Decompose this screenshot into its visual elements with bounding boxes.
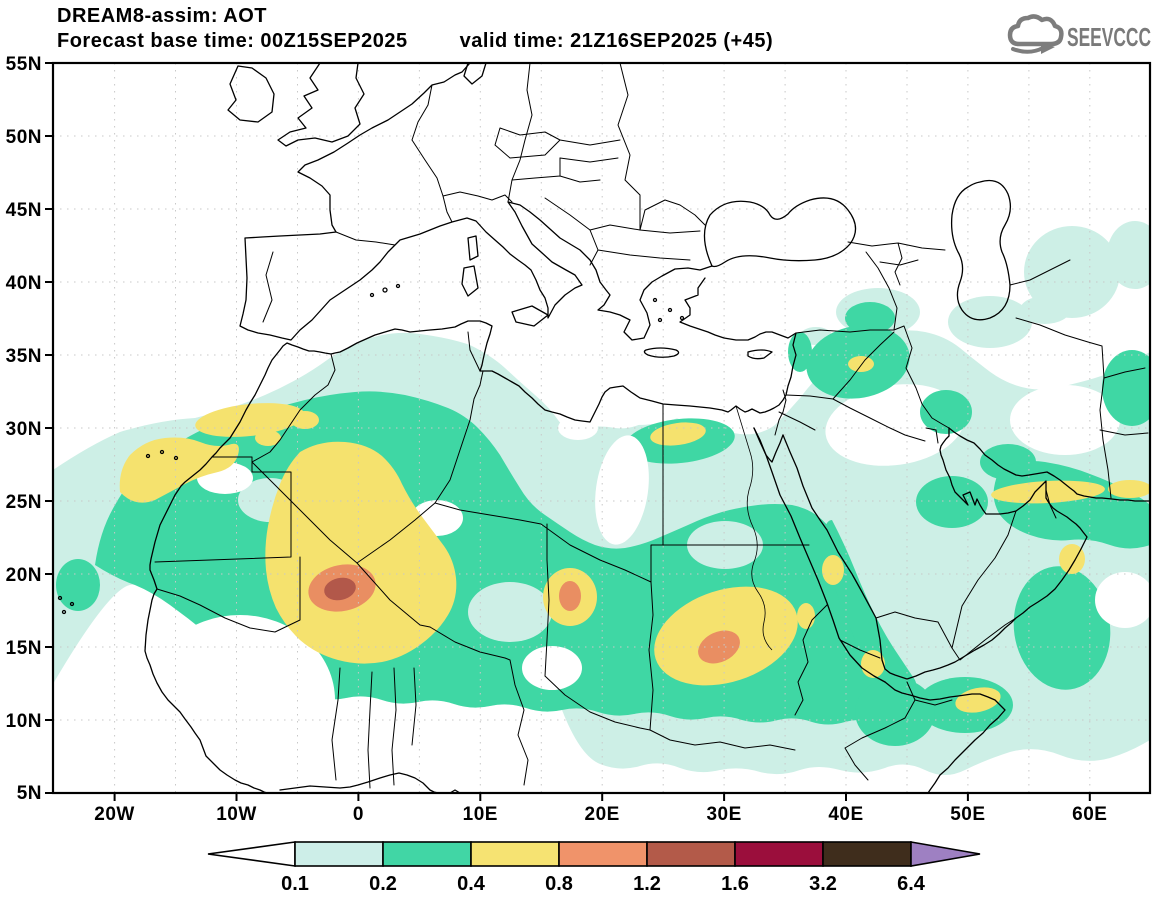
- lat-label: 20N: [6, 565, 42, 586]
- plot-title: DREAM8-assim: AOT: [57, 5, 268, 27]
- colorbar-cell: [558, 841, 648, 867]
- colorbar-label: 1.6: [721, 873, 749, 895]
- contour-level-0.4: [291, 411, 319, 429]
- lon-label: 40E: [828, 804, 863, 825]
- seevccc-logo: SEEVCCC: [1007, 14, 1151, 54]
- colorbar-cell: [294, 841, 384, 867]
- contour-hole-0.1: [468, 582, 552, 642]
- lat-label: 50N: [6, 127, 42, 148]
- contour-level-0.4: [650, 422, 706, 446]
- colorbar-label: 0.1: [281, 873, 309, 895]
- contour-level-0.4: [848, 356, 874, 372]
- contour-level-0.2: [920, 390, 972, 434]
- lat-label: 40N: [6, 273, 42, 294]
- colorbar: 0.1 0.2 0.4 0.8 1.2 1.6 3.2 6.4: [207, 841, 981, 895]
- contour-level-0.2: [1013, 566, 1111, 690]
- country-borders: [154, 63, 1149, 789]
- contour-level-0.1: [1024, 226, 1120, 318]
- colorbar-cell: [822, 841, 912, 867]
- contour-level-0.2: [1102, 350, 1150, 426]
- contour-level-1.2: [324, 577, 356, 601]
- colorbar-cell: [734, 841, 824, 867]
- contour-level-0.1: [1107, 221, 1150, 289]
- contour-level-0.4: [955, 687, 1001, 713]
- contour-level-0.2: [788, 332, 812, 372]
- contour-level-0.8: [559, 581, 581, 611]
- contour-level-0.4: [265, 441, 457, 664]
- lat-label: 55N: [6, 54, 42, 75]
- contour-level-0.4: [1108, 480, 1150, 498]
- colorbar-cell: [382, 841, 472, 867]
- contour-level-0.4: [119, 437, 239, 503]
- lon-label: 30E: [706, 804, 741, 825]
- colorbar-cell: [646, 841, 736, 867]
- lat-label: 30N: [6, 419, 42, 440]
- contour-level-0.2: [845, 302, 895, 334]
- latitude-axis: 55N 50N 45N 40N 35N 30N 25N 20N 15N 10N …: [6, 54, 42, 804]
- valid-time: valid time: 21Z16SEP2025 (+45): [459, 30, 774, 52]
- aot-contour-fills: [53, 221, 1150, 785]
- cloud-arrow-icon: [1007, 14, 1064, 54]
- logo-text: SEEVCCC: [1067, 22, 1151, 52]
- forecast-base-time: Forecast base time: 00Z15SEP2025: [57, 30, 408, 52]
- lat-label: 45N: [6, 200, 42, 221]
- lat-label: 5N: [17, 783, 42, 804]
- contour-level-0.4: [797, 603, 815, 629]
- contour-level-0.4: [255, 430, 281, 446]
- clear-area: [1095, 572, 1150, 628]
- lat-label: 15N: [6, 638, 42, 659]
- lat-label: 25N: [6, 492, 42, 513]
- contour-level-0.1: [948, 296, 1032, 348]
- lon-label: 60E: [1072, 804, 1107, 825]
- contour-level-0.4: [991, 480, 1105, 504]
- lon-label: 0: [353, 804, 364, 825]
- contour-level-0.2: [824, 520, 917, 700]
- colorbar-cell: [470, 841, 560, 867]
- contour-level-0.4: [1059, 544, 1085, 574]
- contour-level-0.2: [56, 559, 100, 611]
- lat-label: 35N: [6, 346, 42, 367]
- lon-label: 20W: [94, 804, 135, 825]
- colorbar-label: 1.2: [633, 873, 661, 895]
- lat-label: 10N: [6, 711, 42, 732]
- colorbar-label: 0.2: [369, 873, 397, 895]
- colorbar-label: 0.4: [457, 873, 486, 895]
- axis-ticks: [45, 62, 1091, 801]
- longitude-axis: 20W 10W 0 10E 20E 30E 40E 50E 60E: [94, 804, 1107, 825]
- clear-area: [595, 435, 649, 545]
- lon-label: 10E: [463, 804, 498, 825]
- clear-area: [1010, 385, 1120, 455]
- colorbar-above-max-arrow: [910, 841, 981, 867]
- lon-label: 20E: [585, 804, 620, 825]
- clear-area: [145, 615, 335, 785]
- lon-label: 50E: [950, 804, 985, 825]
- clear-area: [604, 383, 700, 425]
- coastlines: [57, 63, 1150, 793]
- contour-level-0.2: [855, 678, 935, 746]
- colorbar-label: 3.2: [809, 873, 837, 895]
- colorbar-label: 0.8: [545, 873, 573, 895]
- plot-subtitle: Forecast base time: 00Z15SEP2025 valid ti…: [57, 30, 773, 53]
- contour-level-0.4: [822, 555, 844, 585]
- contour-level-0.2: [916, 476, 988, 528]
- colorbar-label: 6.4: [897, 873, 926, 895]
- clear-area: [522, 646, 582, 690]
- lon-label: 10W: [216, 804, 257, 825]
- colorbar-below-min-arrow: [207, 841, 296, 867]
